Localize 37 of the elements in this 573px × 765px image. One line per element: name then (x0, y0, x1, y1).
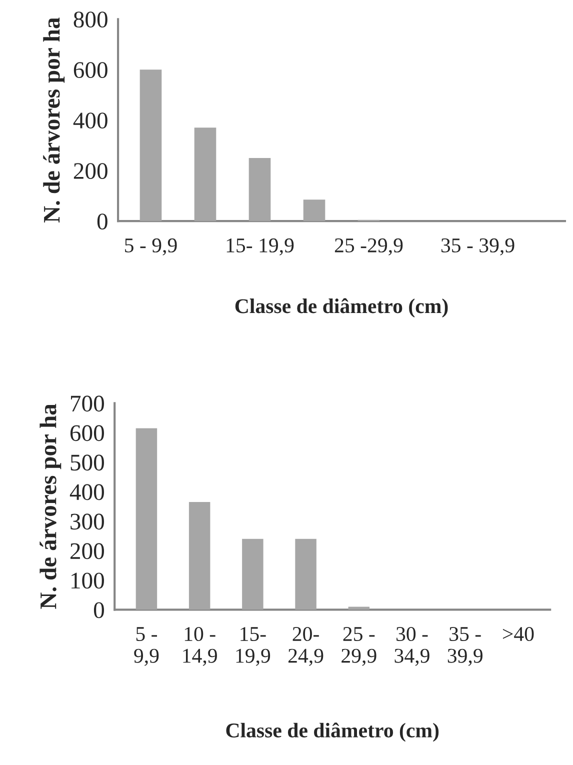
y-tick-label: 100 (72, 572, 104, 589)
bar (242, 538, 264, 610)
bar (140, 70, 162, 222)
y-tick-label: 0 (97, 214, 108, 230)
x-tick-label: 25 -29,9 (334, 238, 403, 256)
x-tick-label: 10 - 14,9 (183, 626, 217, 666)
bar (295, 538, 316, 610)
x-tick-label: 30 - 34,9 (394, 626, 430, 666)
x-tick-label: 35 - 39,9 (441, 238, 514, 256)
x-tick-label: 25 - 29,9 (342, 627, 376, 666)
y-tick-label: 700 (71, 396, 104, 412)
y-tick-label: 400 (73, 112, 108, 129)
y-axis-title: N. de árvores por ha (40, 404, 62, 609)
y-tick-label: 200 (70, 543, 104, 560)
x-tick-label: 15- 19,9 (226, 238, 294, 256)
y-tick-label: 0 (94, 602, 104, 618)
bar (248, 158, 271, 222)
bar (136, 428, 158, 610)
bar (188, 502, 210, 610)
y-axis-title: N. de árvores por ha (43, 18, 65, 223)
x-axis-title: Classe de diâmetro (cm) (235, 298, 448, 318)
y-tick-label: 800 (74, 12, 108, 28)
x-axis-title: Classe de diâmetro (cm) (226, 722, 439, 742)
x-tick-label: 5 - 9,9 (125, 238, 177, 256)
bar (194, 128, 216, 222)
y-tick-label: 300 (70, 514, 104, 530)
y-tick-label: 400 (70, 484, 104, 500)
x-tick-label: 5 - 9,9 (134, 627, 159, 666)
x-tick-label: 20- 24,9 (288, 626, 324, 666)
y-tick-label: 600 (74, 62, 108, 78)
y-tick-label: 500 (70, 454, 104, 471)
bar (303, 200, 326, 222)
y-tick-label: 600 (70, 425, 104, 442)
x-tick-label: 35 - 39,9 (448, 627, 482, 666)
y-tick-label: 200 (74, 163, 108, 180)
x-tick-label: >40 (502, 626, 534, 642)
x-tick-label: 15- 19,9 (236, 627, 270, 666)
